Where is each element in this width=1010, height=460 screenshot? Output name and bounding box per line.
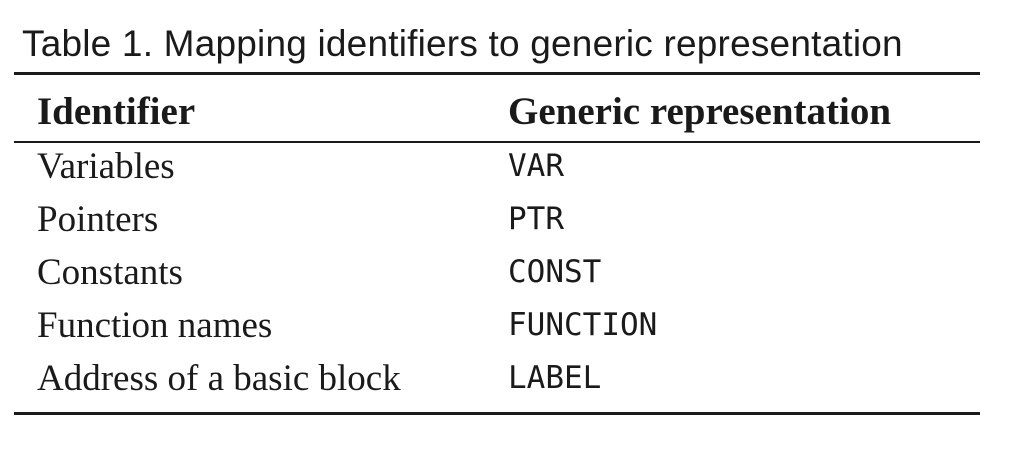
table-row: Pointers PTR — [0, 193, 1010, 246]
table-row: Function names FUNCTION — [0, 299, 1010, 352]
identifier-cell: Address of a basic block — [37, 358, 401, 399]
identifier-cell: Variables — [37, 146, 175, 187]
representation-cell: VAR — [508, 148, 564, 184]
representation-cell: LABEL — [508, 360, 602, 396]
identifier-cell: Pointers — [37, 199, 159, 240]
table-row: Variables VAR — [0, 140, 1010, 193]
representation-cell: FUNCTION — [508, 307, 658, 343]
header-rule — [14, 141, 980, 143]
table-caption: Table 1. Mapping identifiers to generic … — [22, 23, 903, 64]
bottom-rule — [14, 412, 980, 415]
representation-cell: PTR — [508, 201, 564, 237]
identifier-cell: Constants — [37, 252, 183, 293]
header-identifier: Identifier — [37, 90, 196, 133]
header-generic-representation: Generic representation — [508, 90, 892, 133]
table-header-row: Identifier Generic representation — [0, 85, 1010, 138]
top-rule — [14, 72, 980, 75]
table-row: Constants CONST — [0, 246, 1010, 299]
identifier-cell: Function names — [37, 305, 273, 346]
table-row: Address of a basic block LABEL — [0, 352, 1010, 405]
representation-cell: CONST — [508, 254, 602, 290]
